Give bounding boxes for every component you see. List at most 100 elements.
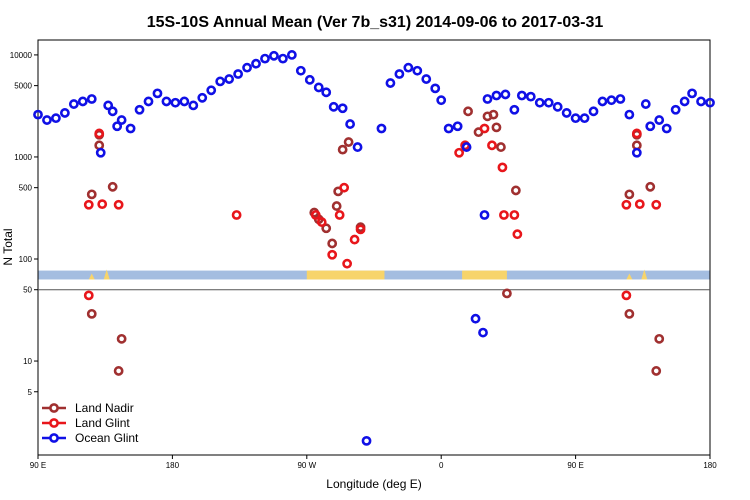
point-ocean-glint <box>525 91 536 102</box>
point-land-glint <box>83 290 94 301</box>
point-land-nadir <box>491 122 502 133</box>
point-ocean-glint <box>570 113 581 124</box>
point-ocean-glint <box>337 103 348 114</box>
point-ocean-glint <box>376 123 387 134</box>
x-tick-label: 180 <box>166 461 180 470</box>
point-ocean-glint <box>670 104 681 115</box>
x-tick-label: 90 W <box>297 461 316 470</box>
point-ocean-glint <box>654 115 665 125</box>
point-ocean-glint <box>436 95 447 106</box>
point-land-glint <box>621 199 632 210</box>
point-ocean-glint <box>452 121 463 132</box>
legend-label-ocean-glint: Ocean Glint <box>75 431 139 445</box>
x-tick-label: 180 <box>703 461 717 470</box>
point-ocean-glint <box>152 88 163 99</box>
point-ocean-glint <box>385 78 396 88</box>
point-ocean-glint <box>251 58 261 69</box>
point-land-nadir <box>343 137 354 147</box>
point-ocean-glint <box>242 62 252 73</box>
point-land-glint <box>342 258 353 269</box>
point-land-glint <box>634 199 645 210</box>
legend-marker-land-glint <box>49 418 59 428</box>
point-land-glint <box>497 162 508 173</box>
point-land-glint <box>339 182 350 193</box>
point-land-nadir <box>107 181 118 192</box>
point-land-nadir <box>116 333 127 344</box>
point-land-glint <box>97 199 108 210</box>
chart-title: 15S-10S Annual Mean (Ver 7b_s31) 2014-09… <box>147 14 604 31</box>
island-mark <box>641 269 648 280</box>
point-ocean-glint <box>588 106 599 117</box>
island-mark <box>103 269 110 280</box>
y-tick-label: 100 <box>19 255 33 264</box>
legend-label-land-glint: Land Glint <box>75 416 130 430</box>
x-tick-label: 90 E <box>567 461 583 470</box>
land-ocean-strip <box>38 269 710 280</box>
point-ocean-glint <box>313 82 324 93</box>
point-land-glint <box>349 234 360 245</box>
island-mark <box>626 273 633 280</box>
point-land-nadir <box>488 109 499 120</box>
point-ocean-glint <box>679 96 690 107</box>
point-ocean-glint <box>304 74 315 85</box>
point-land-nadir <box>337 144 348 155</box>
point-ocean-glint <box>86 94 97 104</box>
point-land-nadir <box>327 238 338 249</box>
point-ocean-glint <box>233 69 244 79</box>
point-land-glint <box>355 224 366 235</box>
point-ocean-glint <box>112 121 123 132</box>
y-tick-label: 50 <box>23 286 32 295</box>
point-land-nadir <box>331 201 342 211</box>
point-ocean-glint <box>561 108 572 118</box>
point-ocean-glint <box>491 90 502 101</box>
x-tick-label: 0 <box>439 461 444 470</box>
point-ocean-glint <box>421 74 432 84</box>
point-ocean-glint <box>197 92 208 103</box>
y-tick-label: 10 <box>23 357 32 366</box>
point-land-nadir <box>94 140 105 151</box>
y-tick-label: 500 <box>19 184 33 193</box>
point-ocean-glint <box>443 123 454 134</box>
point-land-nadir <box>645 181 656 192</box>
point-ocean-glint <box>51 113 61 124</box>
point-land-glint <box>310 210 321 220</box>
point-ocean-glint <box>77 96 88 107</box>
point-land-glint <box>231 210 242 220</box>
point-land-glint <box>83 199 94 210</box>
point-ocean-glint <box>478 327 488 338</box>
point-ocean-glint <box>103 100 114 111</box>
point-ocean-glint <box>516 90 527 101</box>
legend-label-land-nadir: Land Nadir <box>75 401 134 415</box>
point-land-glint <box>94 128 105 139</box>
point-ocean-glint <box>640 99 651 109</box>
point-ocean-glint <box>352 142 363 152</box>
point-land-nadir <box>496 142 506 152</box>
point-ocean-glint <box>624 109 635 120</box>
point-ocean-glint <box>321 87 332 98</box>
point-ocean-glint <box>269 50 279 61</box>
point-ocean-glint <box>59 108 70 118</box>
y-axis-ticks: 5 10 50 100 500 1000 5000 10000 <box>10 51 38 397</box>
point-ocean-glint <box>278 53 288 64</box>
legend-marker-land-nadir <box>49 403 59 413</box>
point-land-glint <box>509 210 520 220</box>
point-ocean-glint <box>361 435 372 446</box>
data-points <box>33 50 715 446</box>
point-ocean-glint <box>224 74 235 84</box>
point-ocean-glint <box>470 313 481 324</box>
point-ocean-glint <box>125 123 136 134</box>
point-land-nadir <box>624 308 635 319</box>
point-ocean-glint <box>179 96 190 107</box>
point-land-glint <box>316 217 327 227</box>
land-strip-segment <box>462 270 507 280</box>
y-tick-label: 10000 <box>10 51 33 60</box>
point-ocean-glint <box>509 104 520 115</box>
point-ocean-glint <box>631 147 642 158</box>
point-ocean-glint <box>645 121 656 132</box>
point-land-glint <box>499 210 509 220</box>
y-axis-label: N Total <box>1 228 15 265</box>
point-land-glint <box>113 199 124 210</box>
point-ocean-glint <box>696 96 706 107</box>
point-land-glint <box>621 290 632 301</box>
point-ocean-glint <box>295 65 306 76</box>
